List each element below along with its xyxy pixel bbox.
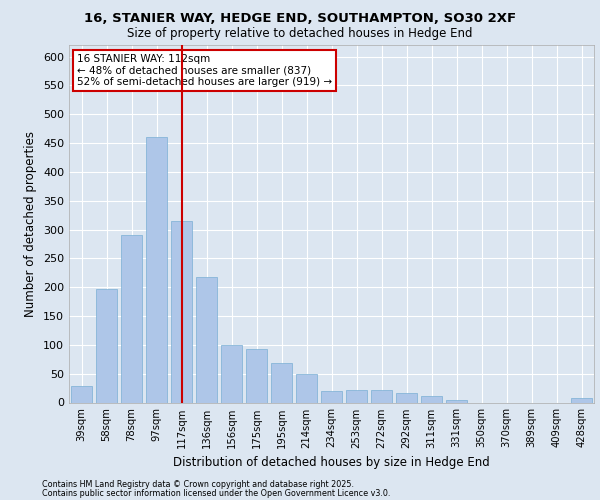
Bar — [196, 277, 217, 402]
Bar — [296, 374, 317, 402]
Text: Contains HM Land Registry data © Crown copyright and database right 2025.: Contains HM Land Registry data © Crown c… — [42, 480, 354, 489]
Bar — [171, 221, 192, 402]
Bar — [321, 391, 342, 402]
Bar — [221, 345, 242, 403]
Bar — [121, 234, 142, 402]
Bar — [421, 396, 442, 402]
Bar — [396, 392, 417, 402]
Text: 16, STANIER WAY, HEDGE END, SOUTHAMPTON, SO30 2XF: 16, STANIER WAY, HEDGE END, SOUTHAMPTON,… — [84, 12, 516, 26]
Bar — [96, 289, 117, 403]
Bar — [271, 364, 292, 403]
Bar — [146, 138, 167, 402]
Bar — [246, 349, 267, 403]
Text: 16 STANIER WAY: 112sqm
← 48% of detached houses are smaller (837)
52% of semi-de: 16 STANIER WAY: 112sqm ← 48% of detached… — [77, 54, 332, 87]
Bar — [71, 386, 92, 402]
X-axis label: Distribution of detached houses by size in Hedge End: Distribution of detached houses by size … — [173, 456, 490, 469]
Text: Contains public sector information licensed under the Open Government Licence v3: Contains public sector information licen… — [42, 488, 391, 498]
Bar — [346, 390, 367, 402]
Bar — [371, 390, 392, 402]
Bar — [446, 400, 467, 402]
Text: Size of property relative to detached houses in Hedge End: Size of property relative to detached ho… — [127, 28, 473, 40]
Y-axis label: Number of detached properties: Number of detached properties — [25, 130, 37, 317]
Bar — [571, 398, 592, 402]
